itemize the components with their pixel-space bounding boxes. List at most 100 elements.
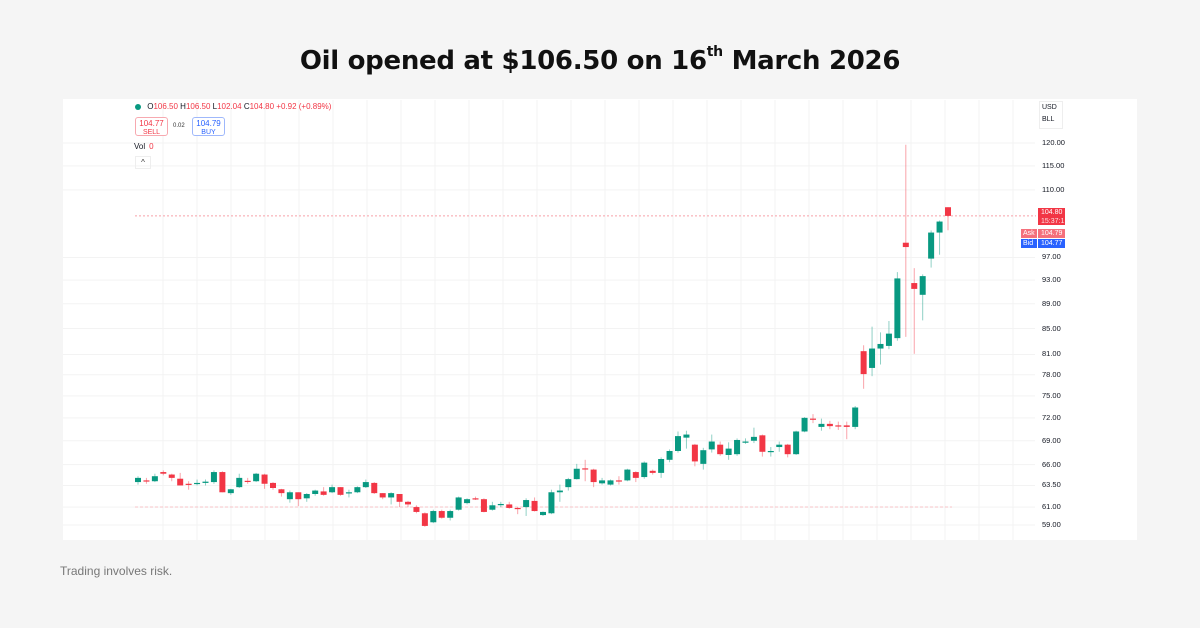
candle-body — [303, 493, 310, 499]
candle — [818, 418, 825, 431]
candle — [531, 497, 538, 512]
candle — [455, 496, 462, 511]
y-tick-label: 61.00 — [1042, 502, 1061, 512]
sell-button[interactable]: 104.77 SELL — [135, 117, 168, 136]
chevron-up-icon[interactable]: ^ — [135, 156, 151, 169]
candle — [590, 468, 597, 488]
candle-body — [818, 423, 825, 427]
candle — [421, 512, 428, 527]
y-tick-label: 110.00 — [1042, 184, 1065, 194]
price-axis-unit[interactable]: USD BLL — [1039, 101, 1063, 129]
title-text: Oil opened at $106.50 on 16 — [299, 46, 707, 76]
candle — [430, 509, 437, 524]
candle-body — [396, 493, 403, 502]
candle-body — [168, 474, 175, 478]
candle-body — [421, 513, 428, 526]
candle-body — [877, 343, 884, 349]
volume-legend: Vol 0 — [134, 142, 154, 151]
candle-body — [649, 470, 656, 473]
candle — [750, 427, 757, 444]
chart-panel[interactable] — [63, 99, 1137, 540]
candle-body — [860, 351, 867, 375]
candle — [835, 421, 842, 430]
candle — [793, 430, 800, 455]
candle — [666, 449, 673, 463]
candle — [135, 476, 141, 485]
candle-body — [793, 431, 800, 455]
candle-body — [582, 468, 589, 470]
candle — [236, 473, 243, 488]
high-label: H — [180, 102, 186, 111]
candle-body — [691, 444, 698, 462]
candle — [244, 477, 251, 484]
candle-body — [227, 489, 234, 494]
candle-body — [329, 487, 336, 493]
candle — [219, 471, 226, 493]
candle — [278, 488, 285, 497]
candle — [945, 207, 951, 231]
candle — [371, 482, 378, 494]
candle — [675, 431, 681, 453]
candle — [337, 487, 344, 496]
y-tick-label: 59.00 — [1042, 520, 1061, 529]
candle-body — [784, 444, 791, 455]
candle — [312, 489, 319, 496]
candle-body — [253, 473, 260, 482]
candle — [405, 500, 411, 508]
y-tick-label: 93.00 — [1042, 275, 1061, 285]
candle — [438, 509, 445, 519]
open-value: 106.50 — [153, 102, 178, 111]
buy-button[interactable]: 104.79 BUY — [192, 117, 225, 136]
candle — [877, 332, 884, 365]
candle-body — [320, 491, 327, 495]
candle-body — [556, 490, 563, 493]
candle — [303, 493, 310, 502]
candle — [919, 274, 926, 321]
candle — [683, 430, 690, 449]
reference-lines — [135, 215, 1036, 508]
candle — [810, 414, 816, 424]
close-label: C — [243, 102, 250, 111]
candle-body — [244, 480, 251, 483]
candle — [447, 509, 454, 521]
candle — [464, 498, 471, 505]
candle — [227, 488, 234, 495]
currency-label: USD — [1042, 104, 1057, 111]
candle-body — [683, 434, 690, 438]
candle — [894, 272, 901, 341]
candle — [615, 476, 622, 485]
candle-body — [573, 468, 580, 480]
candle — [928, 230, 935, 268]
y-tick-label: 78.00 — [1042, 369, 1061, 379]
y-tick-label: 89.00 — [1042, 298, 1061, 308]
candle — [379, 493, 386, 500]
bid-price: 104.77 — [1038, 239, 1065, 248]
candle-body — [345, 492, 352, 494]
candle — [582, 459, 589, 482]
candle-body — [514, 507, 521, 510]
candle — [725, 442, 732, 460]
candle — [210, 470, 217, 484]
candle — [742, 438, 749, 444]
risk-disclaimer: Trading involves risk. — [60, 564, 173, 578]
y-tick-label: 69.00 — [1042, 435, 1061, 445]
candle-body — [413, 507, 420, 512]
candle-body — [540, 511, 546, 516]
candle-body — [945, 207, 951, 216]
candle — [388, 492, 395, 505]
candle — [354, 486, 361, 494]
candle-body — [337, 487, 344, 495]
candle-body — [911, 283, 918, 289]
ohlc-legend: O106.50 H106.50 L102.04 C104.80 +0.92 (+… — [135, 102, 331, 111]
candle-body — [767, 450, 774, 453]
candle-body — [447, 511, 454, 518]
sell-price: 104.77 — [139, 119, 164, 128]
unit-label: BLL — [1042, 116, 1055, 123]
candle-body — [388, 493, 395, 498]
candle — [573, 463, 580, 480]
candle — [506, 501, 513, 509]
candle — [253, 472, 260, 483]
close-value: 104.80 — [249, 102, 275, 111]
candle-body — [438, 511, 445, 518]
